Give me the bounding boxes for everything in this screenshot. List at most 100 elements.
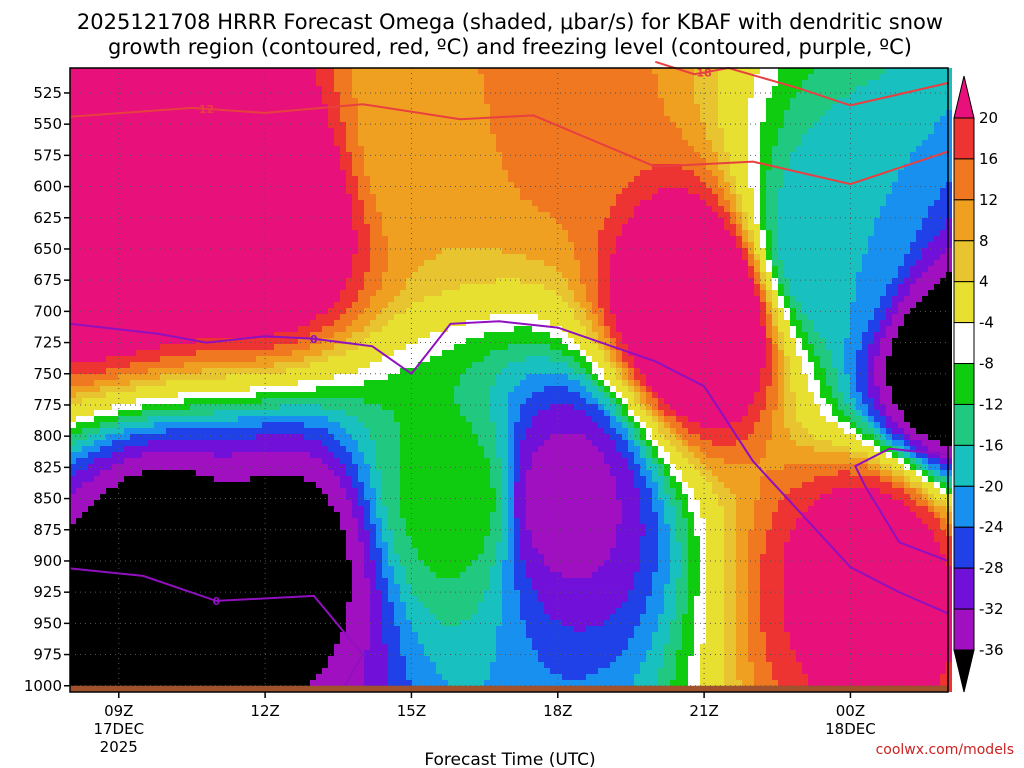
omega-cell-129 [76, 224, 82, 230]
omega-cell-1495 [154, 404, 160, 410]
omega-cell-3193 [256, 92, 262, 98]
omega-cell-1318 [142, 578, 148, 584]
omega-cell-4189 [310, 530, 316, 536]
omega-cell-3253 [256, 458, 262, 464]
omega-cell-1008 [124, 566, 130, 572]
omega-cell-4758 [346, 242, 352, 248]
omega-cell-240 [82, 272, 88, 278]
omega-cell-4953 [358, 188, 364, 194]
omega-cell-3679 [280, 542, 286, 548]
omega-cell-2339 [202, 530, 208, 536]
omega-cell-283 [82, 536, 88, 542]
omega-cell-213 [82, 110, 88, 116]
omega-cell-3055 [244, 500, 250, 506]
omega-cell-3910 [298, 68, 304, 74]
omega-cell-1409 [148, 506, 154, 512]
omega-cell-2270 [202, 110, 208, 116]
omega-cell-845 [118, 200, 124, 206]
omega-cell-4284 [316, 482, 322, 488]
omega-cell-2735 [226, 434, 232, 440]
omega-cell-3653 [280, 380, 286, 386]
omega-cell-461 [94, 362, 100, 368]
omega-cell-3257 [256, 482, 262, 488]
omega-cell-1148 [136, 164, 142, 170]
omega-cell-3966 [298, 416, 304, 422]
omega-cell-1532 [154, 626, 160, 632]
omega-cell-800 [112, 554, 118, 560]
omega-cell-4506 [328, 578, 334, 584]
omega-cell-832 [118, 122, 124, 128]
omega-cell-3617 [280, 164, 286, 170]
omega-cell-1940 [178, 608, 184, 614]
omega-cell-1657 [166, 134, 172, 140]
omega-cell-4511 [328, 608, 334, 614]
omega-cell-193 [76, 614, 82, 620]
omega-cell-4538 [334, 146, 340, 152]
omega-cell-4064 [304, 392, 310, 398]
omega-cell-358 [88, 362, 94, 368]
omega-cell-2316 [202, 386, 208, 392]
omega-cell-1588 [160, 338, 166, 344]
omega-cell-4816 [346, 602, 352, 608]
omega-cell-1983 [184, 242, 190, 248]
omega-cell-4002 [298, 632, 304, 638]
omega-cell-584 [100, 488, 106, 494]
omega-cell-3108 [250, 194, 256, 200]
omega-cell-935 [124, 122, 130, 128]
omega-cell-2397 [208, 254, 214, 260]
omega-cell-1039 [130, 128, 136, 134]
omega-cell-3690 [280, 608, 286, 614]
omega-cell-3728 [286, 212, 292, 218]
omega-cell-3688 [280, 596, 286, 602]
omega-cell-329 [88, 188, 94, 194]
omega-cell-2125 [190, 482, 196, 488]
omega-cell-2447 [208, 560, 214, 566]
omega-cell-2556 [214, 596, 220, 602]
omega-cell-1932 [178, 560, 184, 566]
omega-cell-415 [94, 86, 100, 92]
omega-cell-4116 [310, 80, 316, 86]
omega-cell-3405 [268, 128, 274, 134]
omega-cell-1573 [160, 248, 166, 254]
omega-cell-4120 [310, 104, 316, 110]
omega-cell-3365 [262, 512, 268, 518]
omega-cell-1195 [136, 458, 142, 464]
omega-cell-1900 [178, 356, 184, 362]
omega-cell-119 [76, 164, 82, 170]
omega-cell-2579 [220, 110, 226, 116]
omega-cell-3493 [268, 662, 274, 668]
omega-cell-608 [100, 632, 106, 638]
omega-cell-2678 [226, 86, 232, 92]
omega-cell-2180 [196, 188, 202, 194]
omega-cell-4072 [304, 440, 310, 446]
omega-cell-3382 [262, 614, 268, 620]
omega-cell-2016 [184, 446, 190, 452]
omega-cell-35 [70, 278, 76, 284]
omega-cell-2506 [214, 290, 220, 296]
omega-cell-3854 [292, 350, 298, 356]
omega-cell-1618 [160, 524, 166, 530]
omega-cell-1396 [148, 428, 154, 434]
omega-cell-3995 [298, 590, 304, 596]
omega-cell-4934 [358, 74, 364, 80]
omega-cell-4783 [346, 404, 352, 410]
omega-cell-2273 [202, 128, 208, 134]
omega-cell-1513 [154, 512, 160, 518]
omega-cell-985 [124, 428, 130, 434]
omega-cell-2863 [232, 584, 238, 590]
omega-cell-733 [112, 140, 118, 146]
omega-cell-3372 [262, 554, 268, 560]
omega-cell-2610 [220, 296, 226, 302]
omega-cell-1557 [160, 152, 166, 158]
omega-cell-3114 [250, 230, 256, 236]
omega-cell-825 [118, 80, 124, 86]
omega-cell-4933 [358, 68, 364, 74]
omega-cell-4789 [346, 440, 352, 446]
omega-cell-2267 [202, 92, 208, 98]
omega-cell-3755 [286, 374, 292, 380]
omega-cell-1023 [124, 656, 130, 662]
omega-cell-27 [70, 230, 76, 236]
omega-cell-2264 [202, 74, 208, 80]
omega-cell-226 [82, 188, 88, 194]
omega-cell-344 [88, 278, 94, 284]
